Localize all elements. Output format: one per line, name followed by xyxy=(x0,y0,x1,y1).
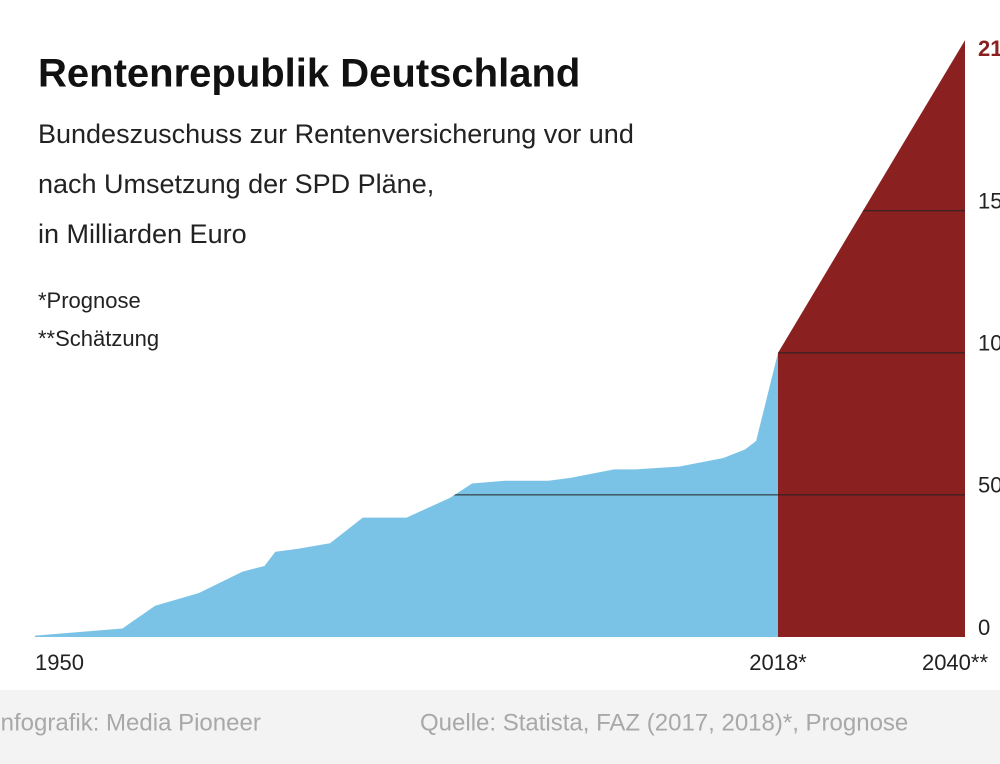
x-tick-label: 2018* xyxy=(749,650,807,675)
chart-subtitle: in Milliarden Euro xyxy=(38,219,247,249)
note: *Prognose xyxy=(38,288,141,313)
y-tick-label: 0 xyxy=(978,615,990,640)
x-tick-label: 2040** xyxy=(922,650,989,675)
y-tick-label: 50 xyxy=(978,473,1000,498)
chart-subtitle: Bundeszuschuss zur Rentenversicherung vo… xyxy=(38,119,634,149)
area xyxy=(778,40,965,638)
value-label: 210 xyxy=(978,36,1000,61)
y-tick-label: 150 xyxy=(978,189,1000,214)
x-tick-label: 1950 xyxy=(35,650,84,675)
footer-background xyxy=(0,690,1000,764)
area xyxy=(35,352,778,637)
chart-subtitle: nach Umsetzung der SPD Pläne, xyxy=(38,169,434,199)
footer-credit: Infografik: Media Pioneer xyxy=(0,709,261,736)
footer-source: Quelle: Statista, FAZ (2017, 2018)*, Pro… xyxy=(420,709,908,736)
chart-title: Rentenrepublik Deutschland xyxy=(38,52,580,96)
note: **Schätzung xyxy=(38,326,159,351)
y-tick-label: 100 xyxy=(978,331,1000,356)
